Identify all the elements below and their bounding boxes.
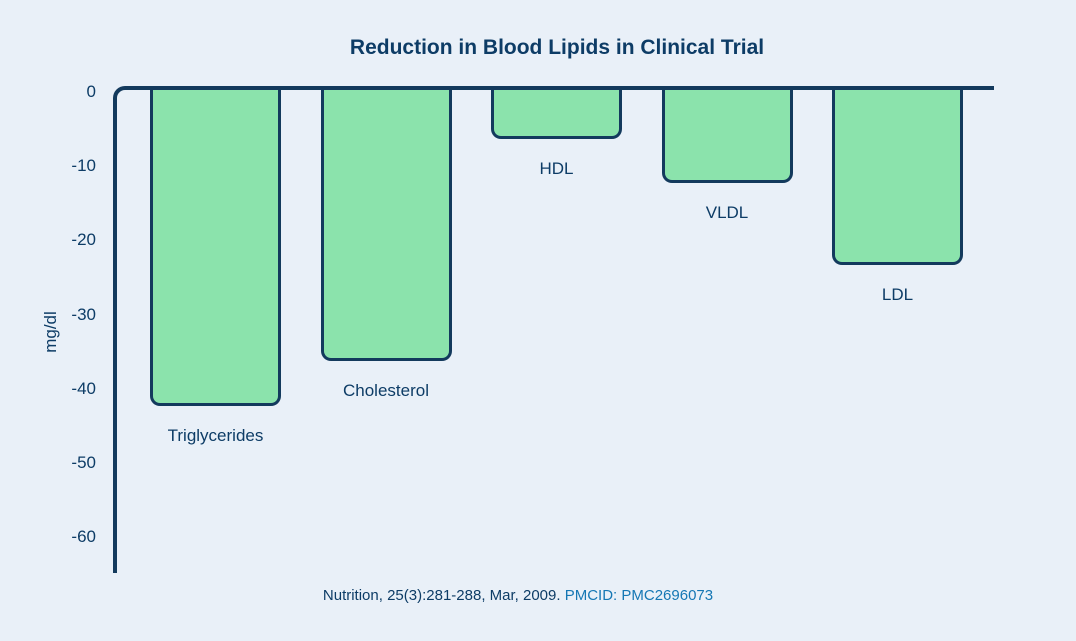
- caption: Nutrition, 25(3):281-288, Mar, 2009. PMC…: [323, 587, 713, 604]
- bar-vldl: [661, 90, 793, 183]
- axis-frame: [113, 86, 994, 573]
- y-tick-label: 0: [86, 82, 96, 101]
- bar-triglycerides: [150, 90, 281, 406]
- y-tick-label: -40: [71, 378, 96, 398]
- bar-hdl: [491, 90, 622, 139]
- bar-label: VLDL: [705, 203, 749, 222]
- y-tick-label: -30: [71, 304, 96, 324]
- citation-text: Nutrition, 25(3):281-288, Mar, 2009.: [322, 587, 561, 604]
- y-tick-label: -50: [71, 452, 96, 472]
- bar-label: HDL: [539, 159, 574, 178]
- y-tick-label: -60: [71, 527, 96, 546]
- chart-title: Reduction in Blood Lipids in Clinical Tr…: [349, 36, 765, 59]
- bar-label: Triglycerides: [167, 426, 264, 445]
- bar-label: Cholesterol: [343, 381, 429, 400]
- pmcid-link[interactable]: PMCID: PMC2696073: [564, 587, 714, 604]
- bar-label: LDL: [881, 285, 914, 304]
- y-tick-label: -10: [71, 156, 96, 176]
- bar-ldl: [832, 90, 963, 265]
- bar-cholesterol: [320, 90, 452, 361]
- y-tick-label: -20: [71, 230, 96, 250]
